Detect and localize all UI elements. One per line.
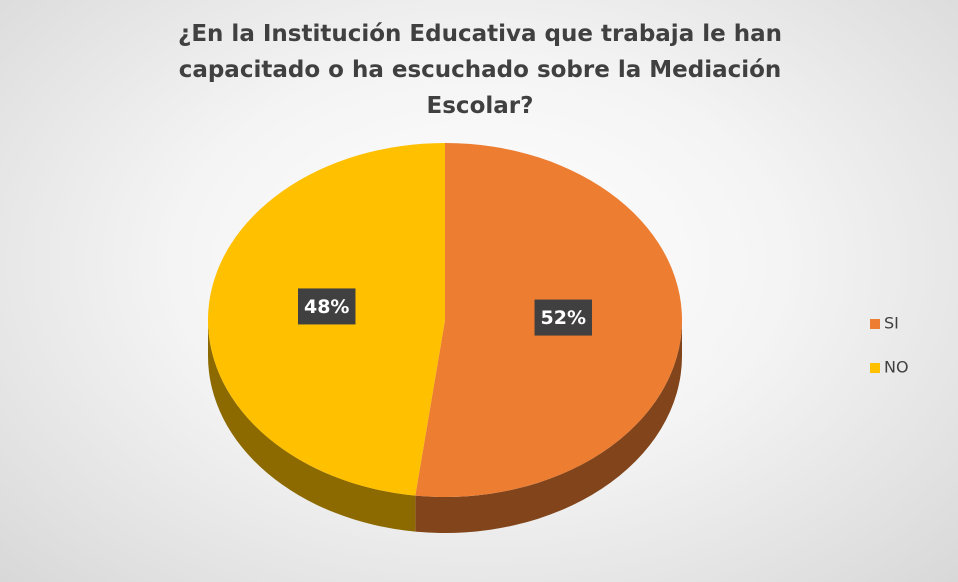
legend-label: NO bbox=[884, 358, 909, 377]
data-label-box bbox=[297, 288, 356, 325]
slice-side bbox=[208, 320, 416, 532]
chart-title: ¿En la Institución Educativa que trabaja… bbox=[178, 21, 782, 119]
legend-label: SI bbox=[884, 314, 899, 333]
data-label-box bbox=[534, 299, 593, 336]
data-label: 52% bbox=[534, 299, 593, 336]
data-label-text: 52% bbox=[541, 307, 586, 329]
legend-swatch bbox=[870, 363, 880, 373]
slice-side bbox=[415, 320, 682, 533]
data-label-text: 48% bbox=[304, 296, 349, 318]
legend-swatch bbox=[870, 319, 880, 329]
data-label: 48% bbox=[297, 288, 356, 325]
